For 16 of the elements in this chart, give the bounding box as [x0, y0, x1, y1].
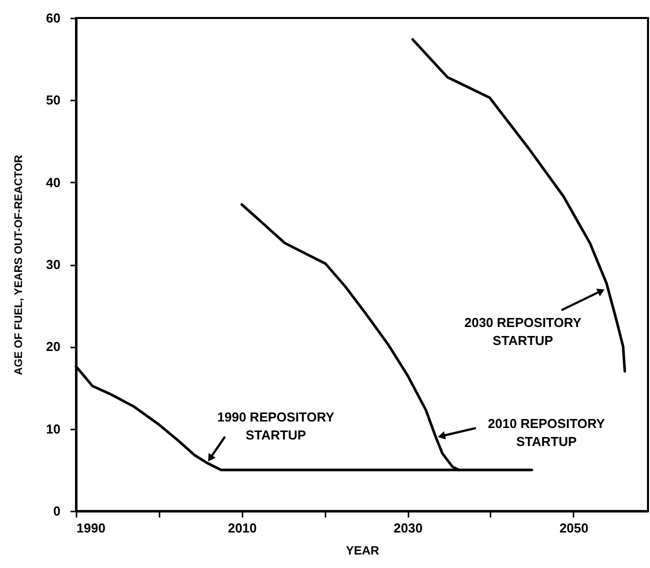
y-axis-title: AGE OF FUEL, YEARS OUT-OF-REACTOR [13, 154, 26, 376]
x-tick-label: 2030 [394, 520, 423, 536]
y-tick-label: 20 [46, 339, 60, 354]
y-tick-label: 60 [46, 10, 60, 26]
annotation: 2010 REPOSITORY STARTUP [488, 416, 606, 450]
annotation: 1990 REPOSITORY STARTUP [217, 410, 335, 443]
x-tick-label: 2010 [228, 520, 257, 536]
x-tick-label: 1990 [76, 520, 106, 536]
x-axis-title: YEAR [346, 544, 380, 558]
y-tick-label: 0 [53, 504, 60, 518]
y-tick-label: 50 [46, 92, 60, 108]
y-tick-label: 30 [46, 257, 60, 272]
y-tick-label: 40 [46, 174, 60, 190]
y-tick-label: 10 [46, 421, 60, 436]
x-tick-label: 2050 [559, 520, 588, 536]
annotation: 2030 REPOSITORY STARTUP [464, 315, 582, 348]
